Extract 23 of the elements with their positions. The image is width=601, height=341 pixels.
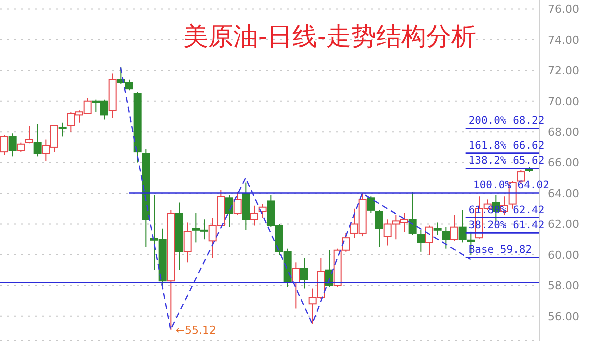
- candlestick: [108, 73, 117, 119]
- candlestick: [184, 222, 192, 264]
- y-tick-label: 56.00: [548, 310, 580, 324]
- y-tick-label: 74.00: [548, 34, 580, 47]
- y-tick-label: 68.00: [548, 126, 580, 140]
- candlestick: [292, 262, 300, 310]
- candlestick: [242, 182, 250, 231]
- y-tick-label: 70.00: [548, 95, 580, 108]
- ref-line-label: 161.8% 66.62: [468, 140, 545, 152]
- annotation: ←55.12: [176, 324, 217, 337]
- ref-line-label: 200.0% 68.22: [468, 115, 545, 128]
- candlestick: [176, 202, 184, 271]
- candlestick: [300, 258, 308, 290]
- y-tick-label: 76.00: [548, 3, 580, 16]
- ref-line-label: 138.2% 65.62: [468, 155, 545, 168]
- y-tick-label: 64.00: [548, 187, 580, 200]
- y-tick-label: 62.00: [548, 218, 580, 232]
- candlestick: [250, 205, 258, 226]
- y-tick-label: 60.00: [548, 248, 580, 262]
- y-tick-label: 66.00: [548, 156, 580, 170]
- text: 美原油-日线-走势结构分析: [182, 22, 478, 52]
- y-tick-label: 58.00: [548, 280, 580, 293]
- y-tick-label: 72.00: [548, 64, 580, 78]
